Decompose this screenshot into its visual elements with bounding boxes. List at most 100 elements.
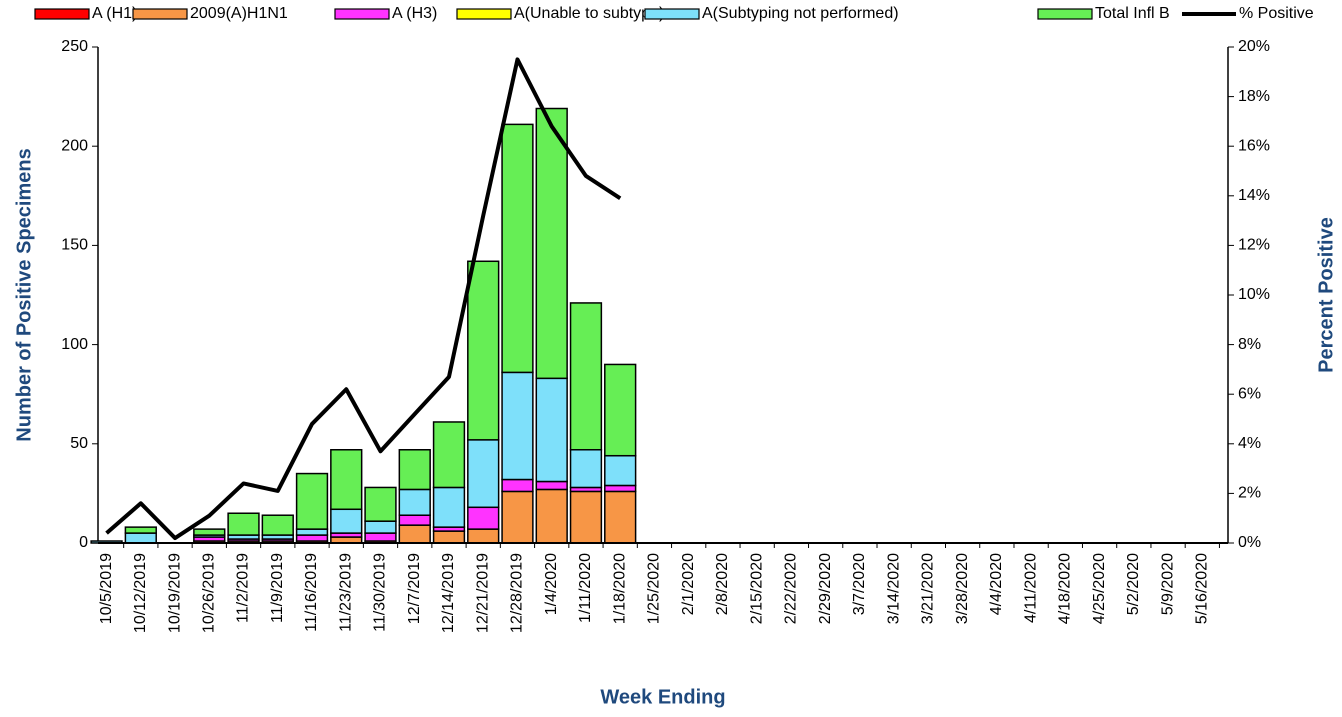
y2-tick-label: 14%	[1238, 187, 1270, 204]
x-tick-label: 3/7/2020	[851, 553, 868, 615]
x-tick-label: 12/14/2019	[440, 553, 457, 633]
x-tick-label: 12/21/2019	[474, 553, 491, 633]
x-tick-label: 1/11/2020	[577, 553, 594, 623]
legend-swatch	[644, 8, 700, 20]
y2-tick-label: 4%	[1238, 435, 1261, 452]
bar-segment	[501, 478, 534, 493]
bar-segment	[432, 421, 466, 489]
y-tick-label: 100	[61, 336, 88, 353]
legend-label: A (H3)	[392, 5, 437, 22]
x-tick-label: 2/1/2020	[680, 553, 697, 615]
bar-segment	[569, 302, 603, 451]
x-tick-label: 10/12/2019	[132, 553, 149, 633]
bar-segment	[535, 377, 568, 483]
bar-segment	[467, 439, 500, 509]
bar-segment	[569, 449, 603, 489]
y2-tick-label: 12%	[1238, 237, 1270, 254]
bar-segment	[398, 488, 431, 516]
bar-segment	[261, 514, 294, 536]
x-tick-label: 4/25/2020	[1091, 553, 1108, 624]
x-tick-label: 12/28/2019	[509, 553, 526, 633]
legend-label: % Positive	[1239, 5, 1314, 22]
legend-swatch	[34, 8, 90, 20]
legend-label: Total Infl B	[1095, 5, 1170, 22]
bar-segment	[569, 490, 603, 544]
bar-segment	[398, 514, 431, 526]
bar-segment	[604, 363, 637, 457]
legend-swatch	[132, 8, 188, 20]
bar-segment	[501, 490, 534, 544]
legend-swatch	[1037, 8, 1093, 20]
bar-segment	[398, 449, 431, 491]
bar-segment	[467, 506, 500, 530]
x-tick-label: 2/22/2020	[783, 553, 800, 624]
bar-segment	[124, 526, 157, 534]
legend-swatch	[456, 8, 512, 20]
x-tick-label: 1/18/2020	[611, 553, 628, 624]
x-tick-label: 3/28/2020	[954, 553, 971, 624]
bar-segment	[501, 123, 534, 374]
bar-segment	[535, 107, 568, 380]
bar-segment	[604, 484, 637, 493]
x-tick-label: 12/7/2019	[406, 553, 423, 624]
y2-tick-label: 20%	[1238, 38, 1270, 55]
legend-label: A(Unable to subtype)	[514, 5, 664, 22]
y2-tick-label: 16%	[1238, 137, 1270, 154]
bar-segment	[295, 528, 329, 536]
y2-axis-title: Percent Positive	[1315, 217, 1337, 373]
x-tick-label: 1/4/2020	[543, 553, 560, 615]
x-tick-label: 2/8/2020	[714, 553, 731, 615]
x-tick-label: 10/26/2019	[201, 553, 218, 633]
bar-segment	[330, 449, 363, 511]
x-tick-label: 11/9/2019	[269, 553, 286, 623]
y-tick-label: 150	[61, 237, 88, 254]
x-tick-label: 10/19/2019	[166, 553, 183, 633]
y2-tick-label: 0%	[1238, 534, 1261, 551]
bar-segment	[467, 260, 500, 441]
legend-swatch	[334, 8, 390, 20]
bar-segment	[227, 512, 260, 536]
bar-segment	[432, 486, 466, 528]
legend-label: A (H1)	[92, 5, 137, 22]
x-tick-label: 5/16/2020	[1194, 553, 1211, 624]
y2-tick-label: 18%	[1238, 88, 1270, 105]
x-tick-label: 5/2/2020	[1125, 553, 1142, 615]
bar-segment	[535, 480, 568, 491]
bar-segment	[295, 534, 329, 542]
bar-segment	[364, 520, 397, 534]
x-tick-label: 11/30/2019	[372, 553, 389, 632]
x-tick-label: 4/18/2020	[1057, 553, 1074, 624]
bar-segment	[604, 490, 637, 544]
x-axis-title: Week Ending	[600, 686, 725, 708]
x-tick-label: 1/25/2020	[646, 553, 663, 624]
bar-segment	[295, 472, 329, 530]
x-tick-label: 11/2/2019	[235, 553, 252, 623]
legend-label: 2009(A)H1N1	[190, 5, 288, 22]
bar-segment	[501, 371, 534, 481]
x-tick-label: 4/11/2020	[1022, 553, 1039, 623]
bar-segment	[193, 528, 226, 536]
bar-segment	[398, 524, 431, 544]
y2-tick-label: 2%	[1238, 485, 1261, 502]
x-tick-label: 10/5/2019	[98, 553, 115, 624]
y-tick-label: 200	[61, 137, 88, 154]
y-axis-title: Number of Positive Specimens	[13, 148, 35, 441]
bar-segment	[432, 530, 466, 544]
bar-segment	[467, 528, 500, 544]
y-tick-label: 0	[79, 534, 88, 551]
y2-tick-label: 8%	[1238, 336, 1261, 353]
x-tick-label: 4/4/2020	[988, 553, 1005, 615]
x-tick-label: 2/29/2020	[817, 553, 834, 624]
bar-segment	[364, 532, 397, 542]
x-tick-label: 3/21/2020	[920, 553, 937, 624]
bar-segment	[330, 508, 363, 534]
bar-segment	[604, 454, 637, 487]
legend-label: A(Subtyping not performed)	[702, 5, 899, 22]
x-tick-label: 5/9/2020	[1159, 553, 1176, 615]
x-tick-label: 2/15/2020	[748, 553, 765, 624]
x-tick-label: 3/14/2020	[885, 553, 902, 624]
bar-segment	[364, 486, 397, 522]
x-tick-label: 11/16/2019	[303, 553, 320, 632]
y-tick-label: 250	[61, 38, 88, 55]
